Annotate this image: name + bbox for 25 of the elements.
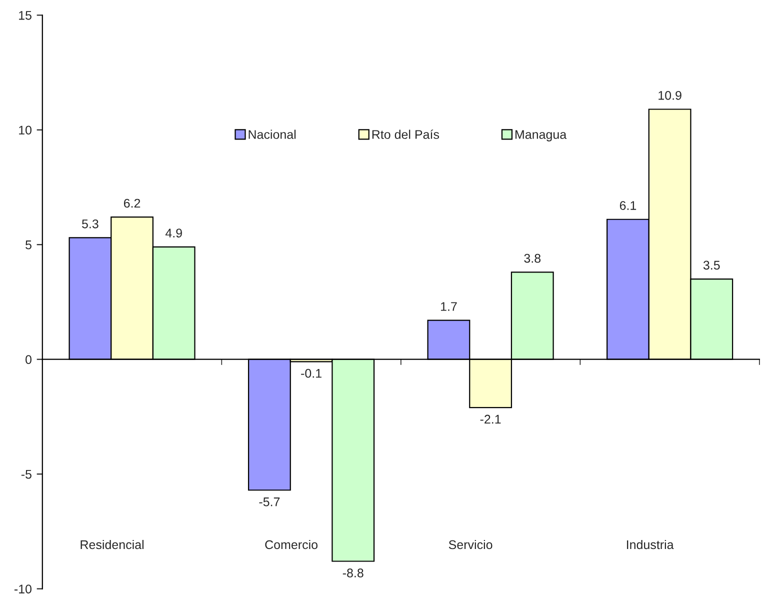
data-label: -2.1: [480, 414, 501, 424]
data-label: 5.3: [82, 219, 98, 228]
data-label: 1.7: [440, 302, 457, 311]
y-tick-label: 15: [19, 11, 32, 20]
data-label: 3.5: [703, 260, 720, 270]
data-label: 10.9: [658, 90, 682, 100]
data-label: -0.1: [301, 368, 322, 378]
legend-label: Managua: [516, 130, 567, 142]
x-tick-label: Residencial: [80, 540, 144, 550]
y-tick-label: 10: [19, 126, 32, 135]
y-tick-label: -5: [21, 470, 32, 479]
data-label: 3.8: [524, 254, 541, 263]
x-tick-label: Servicio: [448, 540, 492, 550]
legend-label: Rto del País: [372, 130, 440, 139]
y-tick-label: 0: [26, 355, 32, 364]
x-tick-label: Industria: [626, 540, 674, 550]
data-label: 4.9: [165, 228, 182, 238]
data-label: 6.1: [620, 201, 636, 210]
data-label: -8.8: [342, 568, 364, 578]
x-tick-label: Comercio: [265, 540, 318, 550]
y-tick-label: -10: [14, 584, 32, 594]
y-tick-label: 5: [26, 240, 32, 250]
data-label: -5.7: [259, 498, 280, 506]
legend-label: Nacional: [248, 130, 296, 139]
data-label: 6.2: [124, 198, 140, 208]
